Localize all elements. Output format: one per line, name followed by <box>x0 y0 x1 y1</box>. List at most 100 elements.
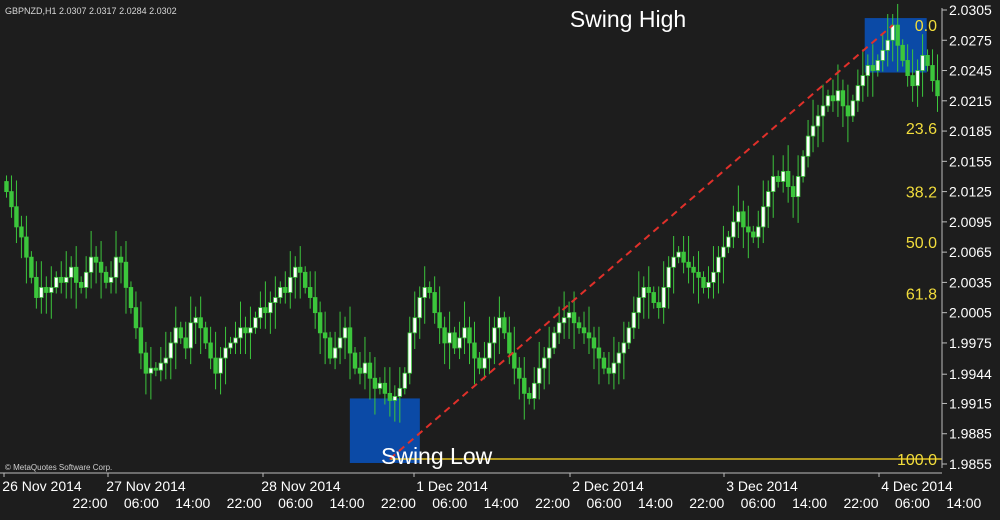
candle-body-bear <box>367 362 373 379</box>
candle <box>49 266 54 319</box>
candle <box>183 321 188 360</box>
price-tick-label: 1.9975 <box>949 335 992 351</box>
time-label: 14:00 <box>792 495 827 511</box>
swing-high-label: Swing High <box>570 6 686 32</box>
candle <box>298 246 303 299</box>
candle <box>800 150 806 183</box>
candle <box>830 79 836 112</box>
candle <box>64 251 69 299</box>
candle-body-bull <box>69 266 74 278</box>
fib-trend-line <box>389 24 894 460</box>
candle <box>532 367 537 410</box>
candle-body-bear <box>751 231 756 238</box>
candle <box>611 336 617 390</box>
candle-body-bull <box>158 362 164 371</box>
candle-body-bear <box>203 327 208 344</box>
fib-level-label: 100.0 <box>897 452 937 469</box>
candle <box>203 321 208 349</box>
candle-body-bull <box>417 297 422 319</box>
candle <box>900 39 905 67</box>
candle <box>168 331 173 380</box>
candle <box>537 341 542 400</box>
candle <box>780 155 786 193</box>
candle-body-bull <box>173 327 178 344</box>
candle <box>442 316 447 365</box>
candle-body-bull <box>39 287 44 298</box>
candle-body-bear <box>472 342 477 359</box>
candle <box>307 271 313 309</box>
time-label: 14:00 <box>946 495 981 511</box>
candle <box>661 261 666 324</box>
candle-body-bull <box>248 327 253 334</box>
candle <box>502 311 507 339</box>
candle <box>820 84 826 143</box>
candle <box>875 54 880 77</box>
candle-body-bull <box>492 327 497 344</box>
candle-body-bull <box>233 337 238 344</box>
candle-body-bull <box>875 60 880 71</box>
candle-body-bear <box>512 352 517 369</box>
candle-body-bear <box>118 256 124 263</box>
candle-body-bull <box>402 372 407 389</box>
candle-body-bull <box>666 266 671 288</box>
time-label: 22:00 <box>381 495 416 511</box>
candle-body-bear <box>183 337 188 349</box>
candle <box>283 271 288 304</box>
candle-body-bear <box>78 281 84 288</box>
candle-body-bull <box>641 287 646 298</box>
candle-body-bull <box>293 266 298 278</box>
fib-level-label: 61.8 <box>906 286 937 303</box>
candle <box>303 266 308 294</box>
candle <box>910 49 915 102</box>
candle-body-bear <box>571 312 577 324</box>
candle-body-bull <box>766 191 771 208</box>
candle <box>103 266 109 289</box>
candle <box>78 276 84 294</box>
candle <box>83 256 89 299</box>
candle <box>312 271 318 329</box>
candle-body-bear <box>701 276 706 288</box>
candle-body-bear <box>651 292 656 303</box>
candle-body-bear <box>29 256 34 278</box>
candle <box>19 215 24 259</box>
candle <box>696 251 701 304</box>
candle-body-bear <box>312 297 318 314</box>
swing-low-label: Swing Low <box>381 443 493 469</box>
candle-body-bull <box>397 387 403 397</box>
candle-body-bull <box>850 100 856 117</box>
candle-body-bull <box>920 55 925 71</box>
candle-body-bear <box>691 266 696 273</box>
candle <box>173 306 178 370</box>
candle <box>551 326 557 355</box>
candle-body-bull <box>621 342 627 354</box>
candle-body-bull <box>49 287 54 293</box>
candle-body-bear <box>517 367 522 379</box>
candle <box>462 301 467 355</box>
candle-body-bull <box>556 322 562 334</box>
candle <box>736 185 741 239</box>
candle-body-bear <box>741 211 746 228</box>
candle <box>158 346 164 382</box>
symbol-header: GBPNZD,H1 2.0307 2.0317 2.0284 2.0302 <box>5 6 177 16</box>
candle <box>566 301 572 339</box>
candle-body-bear <box>442 327 447 344</box>
candle-body-bull <box>288 276 293 293</box>
candle-body-bull <box>780 171 786 182</box>
candle <box>795 155 801 223</box>
candle-body-bull <box>761 206 766 228</box>
candle-body-bull <box>546 347 552 359</box>
candle <box>382 367 388 405</box>
candle-body-bear <box>93 256 99 263</box>
candle <box>397 367 403 423</box>
candle-body-bear <box>59 276 64 283</box>
candle <box>860 49 866 102</box>
candle-body-bull <box>616 352 622 364</box>
time-label: 14:00 <box>484 495 519 511</box>
time-label: 06:00 <box>586 495 621 511</box>
candle-body-bear <box>138 327 144 354</box>
candle-body-bear <box>840 90 846 107</box>
time-label: 06:00 <box>278 495 313 511</box>
candle-body-bull <box>108 276 114 283</box>
candle <box>636 271 641 329</box>
candle <box>327 331 333 365</box>
